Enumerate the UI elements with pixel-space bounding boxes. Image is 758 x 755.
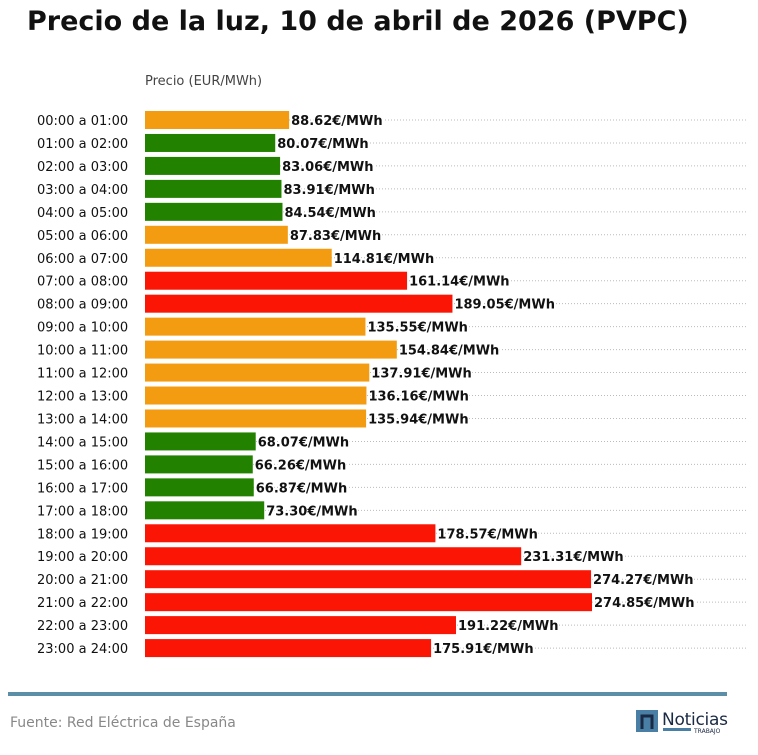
bar — [145, 639, 432, 658]
value-label: 154.84€/MWh — [399, 344, 500, 359]
value-label: 191.22€/MWh — [458, 619, 558, 634]
value-label: 73.30€/MWh — [266, 504, 357, 519]
bar — [145, 317, 366, 336]
value-label: 189.05€/MWh — [454, 298, 555, 313]
y-tick-label: 04:00 a 05:00 — [37, 206, 128, 221]
y-tick-label: 13:00 a 14:00 — [37, 412, 128, 427]
value-label: 178.57€/MWh — [437, 527, 538, 542]
bar — [145, 225, 288, 244]
y-tick-label: 18:00 a 19:00 — [37, 527, 128, 542]
y-tick-label: 01:00 a 02:00 — [37, 137, 128, 152]
y-tick-label: 22:00 a 23:00 — [37, 619, 128, 634]
value-label: 87.83€/MWh — [290, 229, 381, 244]
chart-title: Precio de la luz, 10 de abril de 2026 (P… — [27, 6, 689, 37]
bar — [145, 133, 276, 152]
y-tick-label: 21:00 a 22:00 — [37, 596, 128, 611]
bar — [145, 202, 283, 221]
bar — [145, 386, 367, 405]
value-label: 66.87€/MWh — [256, 481, 347, 496]
y-tick-label: 08:00 a 09:00 — [37, 298, 128, 313]
bar — [145, 593, 592, 612]
bar — [145, 455, 253, 474]
y-tick-label: 03:00 a 04:00 — [37, 183, 128, 198]
value-label: 83.91€/MWh — [283, 183, 374, 198]
y-tick-label: 16:00 a 17:00 — [37, 481, 128, 496]
y-tick-label: 17:00 a 18:00 — [37, 504, 128, 519]
y-tick-label: 19:00 a 20:00 — [37, 550, 128, 565]
bar — [145, 111, 290, 129]
y-tick-label: 02:00 a 03:00 — [37, 160, 128, 175]
y-tick-label: 15:00 a 16:00 — [37, 458, 128, 473]
value-label: 161.14€/MWh — [409, 275, 510, 290]
value-label: 135.94€/MWh — [368, 412, 469, 427]
bar — [145, 248, 332, 267]
footer-divider — [8, 692, 727, 696]
bar — [145, 547, 522, 566]
y-tick-label: 12:00 a 13:00 — [37, 390, 128, 405]
value-label: 274.27€/MWh — [593, 573, 694, 588]
bar — [145, 363, 370, 382]
bar — [145, 340, 397, 359]
value-label: 80.07€/MWh — [277, 137, 368, 152]
value-label: 135.55€/MWh — [367, 321, 468, 336]
value-label: 175.91€/MWh — [433, 642, 533, 657]
bar — [145, 501, 265, 520]
y-tick-label: 05:00 a 06:00 — [37, 229, 128, 244]
y-tick-label: 00:00 a 01:00 — [37, 114, 128, 129]
bar — [145, 409, 367, 428]
value-label: 84.54€/MWh — [284, 206, 375, 221]
bar — [145, 294, 453, 313]
svg-text:TRABAJO: TRABAJO — [693, 728, 721, 735]
bar — [145, 570, 592, 589]
value-label: 83.06€/MWh — [282, 160, 373, 175]
y-tick-label: 10:00 a 11:00 — [37, 344, 128, 359]
y-tick-label: 09:00 a 10:00 — [37, 321, 128, 336]
x-axis-label: Precio (EUR/MWh) — [145, 74, 263, 89]
bar — [145, 616, 456, 635]
bar-chart: 00:00 a 01:00 88.62€/MWh 01:00 a 02:00 80.0… — [37, 111, 748, 659]
y-tick-label: 20:00 a 21:00 — [37, 573, 128, 588]
y-tick-label: 07:00 a 08:00 — [37, 275, 128, 290]
value-label: 274.85€/MWh — [594, 596, 695, 611]
y-tick-label: 11:00 a 12:00 — [37, 367, 128, 382]
bar — [145, 271, 408, 290]
bar — [145, 179, 282, 198]
value-label: 137.91€/MWh — [371, 367, 472, 382]
bar — [145, 478, 254, 497]
bar — [145, 524, 436, 543]
value-label: 88.62€/MWh — [291, 114, 382, 129]
value-label: 66.26€/MWh — [255, 458, 346, 473]
y-tick-label: 06:00 a 07:00 — [37, 252, 128, 267]
value-label: 136.16€/MWh — [368, 390, 469, 405]
source-note: Fuente: Red Eléctrica de España — [10, 715, 236, 731]
svg-text:Noticias: Noticias — [662, 710, 728, 730]
bar — [145, 156, 281, 175]
value-label: 231.31€/MWh — [523, 550, 624, 565]
y-tick-label: 23:00 a 24:00 — [37, 642, 128, 657]
bar — [145, 432, 256, 451]
value-label: 68.07€/MWh — [258, 435, 349, 450]
value-label: 114.81€/MWh — [334, 252, 435, 267]
noticias-trabajo-logo: Noticias TRABAJO — [636, 710, 728, 735]
y-tick-label: 14:00 a 15:00 — [37, 435, 128, 450]
